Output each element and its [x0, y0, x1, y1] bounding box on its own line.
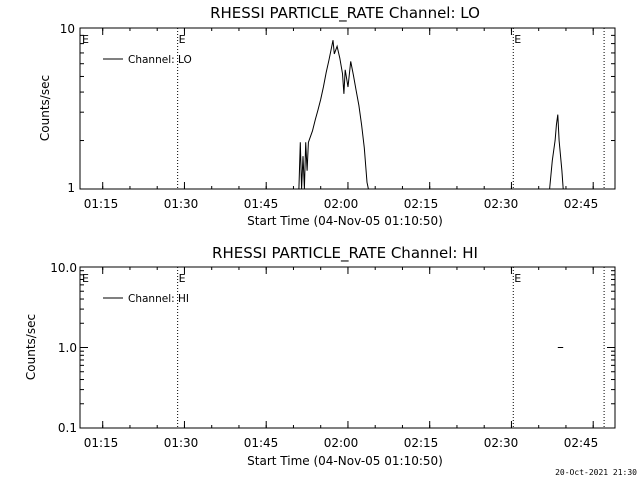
- x-tick-label-lo: 01:15: [84, 197, 119, 211]
- x-axis-label-hi: Start Time (04-Nov-05 01:10:50): [247, 454, 443, 468]
- x-tick-label-hi: 02:30: [484, 436, 519, 450]
- plot-frame-lo: [79, 27, 616, 190]
- x-tick-label-hi: 02:45: [564, 436, 599, 450]
- x-tick-label-hi: 01:15: [84, 436, 119, 450]
- y-tick-label-hi-1: 1.0: [58, 341, 77, 355]
- panel-hi: RHESSI PARTICLE_RATE Channel: HI E E E 10.…: [24, 244, 616, 468]
- x-axis-ticks-hi: [102, 267, 594, 428]
- timestamp: 20-Oct-2021 21:30: [555, 468, 637, 477]
- chart-title-hi: RHESSI PARTICLE_RATE Channel: HI: [212, 244, 478, 263]
- x-tick-labels-lo: 01:15 01:30 01:45 02:00 02:15 02:30 02:4…: [84, 197, 599, 211]
- x-tick-label-hi: 02:15: [404, 436, 439, 450]
- x-tick-label-lo: 02:30: [484, 197, 519, 211]
- y-tick-label-lo-10: 10: [60, 22, 75, 36]
- y-axis-label-lo: Counts/sec: [38, 75, 52, 141]
- x-tick-label-hi: 02:00: [324, 436, 359, 450]
- x-axis-ticks-lo: [102, 28, 594, 189]
- x-tick-label-lo: 02:45: [564, 197, 599, 211]
- event-marker-label: E: [514, 272, 521, 285]
- x-tick-label-hi: 01:45: [244, 436, 279, 450]
- event-marker-label: E: [82, 33, 89, 46]
- legend-label-lo: Channel: LO: [128, 54, 192, 66]
- event-markers-hi: E EE: [82, 267, 605, 428]
- x-axis-label-lo: Start Time (04-Nov-05 01:10:50): [247, 214, 443, 228]
- x-tick-labels-hi: 01:15 01:30 01:45 02:00 02:15 02:30 02:4…: [84, 436, 599, 450]
- x-tick-label-lo: 01:45: [244, 197, 279, 211]
- y-axis-ticks-hi: [80, 270, 615, 429]
- x-tick-label-lo: 01:30: [164, 197, 199, 211]
- y-tick-label-hi-0-1: 0.1: [58, 421, 77, 435]
- panel-lo: RHESSI PARTICLE_RATE Channel: LO E EE 10 …: [38, 4, 616, 228]
- x-tick-label-hi: 01:30: [164, 436, 199, 450]
- legend-hi: Channel: HI: [103, 293, 189, 305]
- chart-title-lo: RHESSI PARTICLE_RATE Channel: LO: [210, 4, 480, 23]
- series-line-channel-lo: [80, 40, 615, 190]
- y-tick-label-lo-1: 1: [67, 181, 75, 195]
- event-marker-label: E: [514, 33, 521, 46]
- x-tick-label-lo: 02:00: [324, 197, 359, 211]
- event-marker-label: E: [179, 272, 186, 285]
- y-tick-label-hi-10: 10.0: [50, 261, 77, 275]
- y-axis-label-hi: Counts/sec: [24, 314, 38, 380]
- legend-lo: Channel: LO: [103, 54, 192, 66]
- x-tick-label-lo: 02:15: [404, 197, 439, 211]
- event-marker-label: E: [179, 33, 186, 46]
- event-marker-label: E: [82, 272, 89, 285]
- event-markers-lo: E EE: [82, 28, 605, 189]
- legend-label-hi: Channel: HI: [128, 293, 189, 305]
- plot-frame-hi: [79, 266, 616, 429]
